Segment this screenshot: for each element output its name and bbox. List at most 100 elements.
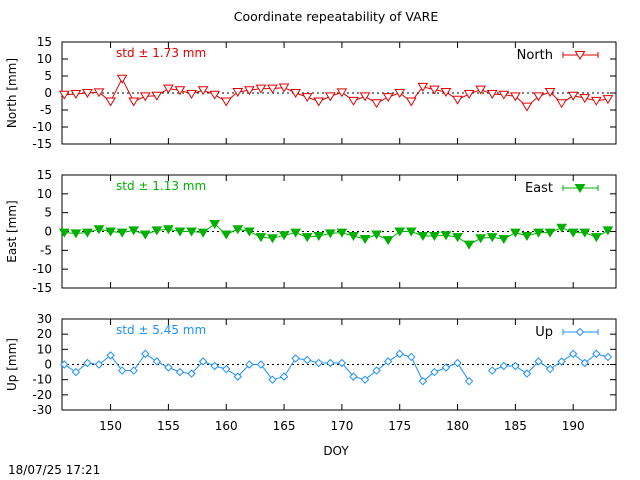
y-tick-label: 30 [37, 312, 52, 326]
x-tick-label: 175 [388, 419, 411, 433]
data-point [210, 361, 219, 371]
data-point [268, 375, 277, 384]
data-point [440, 87, 452, 97]
data-point [93, 225, 105, 235]
data-point [417, 232, 429, 241]
data-point [348, 232, 359, 241]
data-point [139, 230, 151, 240]
data-point [382, 236, 394, 246]
y-tick-label: -30 [32, 403, 52, 417]
data-point [395, 349, 404, 359]
data-point [603, 352, 613, 362]
x-tick-label: 170 [330, 419, 353, 433]
data-point [417, 82, 429, 92]
data-point [430, 367, 439, 377]
y-tick-label: 0 [44, 86, 52, 100]
data-point [602, 226, 614, 236]
data-point [372, 366, 381, 375]
data-point [349, 372, 358, 381]
data-point [360, 375, 370, 384]
y-tick-label: 5 [44, 69, 52, 83]
data-point [128, 226, 140, 236]
data-point [359, 92, 371, 102]
data-point [222, 364, 231, 374]
panel-east: 15 10 5 0 -5 -10 -15 East [mm] std ± 1.13 mm East [5, 168, 617, 295]
data-point [568, 349, 578, 359]
data-point [255, 233, 267, 243]
data-point [186, 227, 197, 237]
data-point [441, 363, 451, 372]
chart-title: Coordinate repeatability of VARE [234, 9, 439, 24]
data-point [498, 235, 510, 245]
data-point [534, 357, 543, 366]
y-tick-label: -10 [32, 120, 52, 134]
data-point [71, 367, 81, 377]
data-point [139, 92, 151, 102]
data-point [590, 233, 602, 243]
data-point [440, 231, 452, 241]
data-point [94, 360, 104, 369]
data-point [509, 228, 521, 238]
y-tick-label: 10 [37, 52, 52, 66]
data-point [544, 87, 556, 97]
data-point [301, 93, 313, 103]
data-point [290, 89, 302, 98]
data-point [359, 235, 371, 245]
data-point [70, 229, 82, 239]
data-point [498, 90, 510, 100]
legend-label: Up [535, 325, 553, 340]
x-tick-label: 155 [157, 419, 180, 433]
data-point [243, 227, 255, 237]
y-tick-label: -5 [40, 103, 52, 117]
data-point [116, 228, 128, 238]
data-point [163, 84, 174, 94]
legend-marker [575, 327, 585, 337]
data-point [105, 227, 116, 237]
data-point [383, 357, 393, 366]
data-point [336, 88, 348, 98]
data-point [186, 90, 197, 99]
data-point [302, 355, 312, 365]
data-point [209, 90, 221, 100]
data-point [337, 358, 347, 368]
data-point [522, 369, 532, 378]
data-point [243, 86, 255, 96]
data-point [151, 226, 163, 236]
data-point [232, 225, 244, 235]
data-point [58, 90, 70, 100]
data-point [197, 228, 209, 238]
data-point [220, 97, 232, 107]
x-tick-label: 185 [504, 419, 527, 433]
data-point [463, 90, 475, 99]
data-point [278, 83, 290, 93]
data-point [429, 85, 440, 95]
data-point [486, 90, 498, 99]
data-point [511, 361, 520, 371]
data-point [464, 376, 474, 386]
y-tick-label: 0 [44, 358, 52, 372]
data-point [326, 358, 335, 368]
y-tick-label: 10 [37, 342, 52, 356]
data-point [105, 97, 116, 107]
data-point [324, 92, 336, 102]
data-point [533, 92, 544, 102]
data-point [545, 364, 555, 374]
data-point [592, 349, 601, 359]
y-tick-label: -5 [40, 243, 52, 257]
data-point [544, 228, 556, 238]
data-point [152, 357, 162, 366]
data-point [198, 357, 208, 366]
data-point [452, 233, 463, 243]
y-tick-label: 15 [37, 168, 52, 182]
timestamp: 18/07/25 17:21 [8, 463, 100, 477]
data-point [463, 240, 475, 250]
y-tick-label: -10 [32, 373, 52, 387]
panels-group: 15 10 5 0 -5 -10 -15 North [mm] std ± 1.73 mm Nor… [5, 35, 617, 433]
data-point [407, 352, 416, 362]
data-point [314, 358, 323, 368]
data-point [70, 90, 82, 99]
y-tick-label: -15 [32, 281, 52, 295]
data-point [521, 232, 533, 241]
data-point [175, 367, 185, 377]
